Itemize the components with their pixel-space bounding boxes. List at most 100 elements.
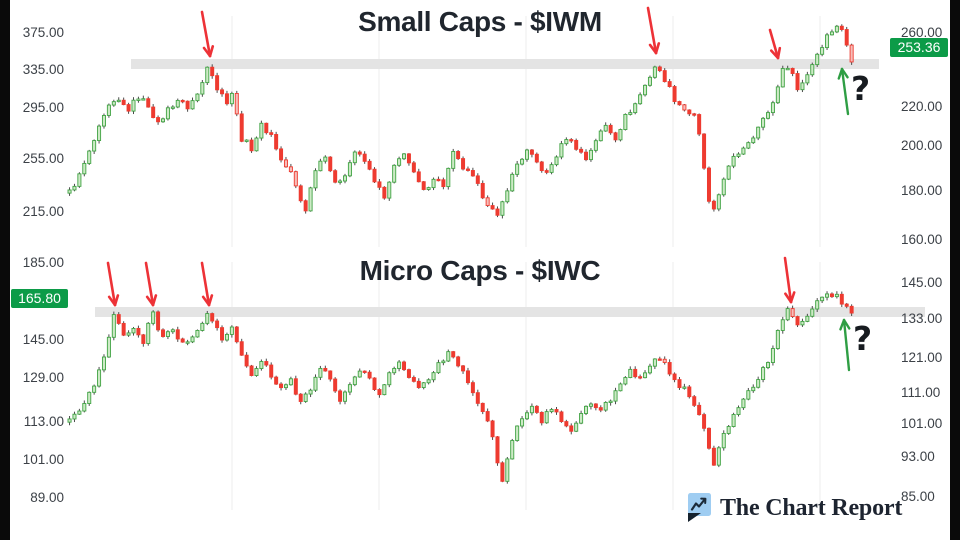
candle bbox=[343, 175, 348, 182]
candle bbox=[643, 84, 648, 96]
candle bbox=[229, 92, 234, 105]
candle bbox=[500, 462, 505, 482]
candle bbox=[451, 351, 456, 358]
candle bbox=[766, 362, 771, 369]
candle bbox=[800, 320, 805, 326]
candle bbox=[185, 341, 190, 344]
candle bbox=[721, 432, 726, 449]
candle bbox=[357, 151, 362, 155]
candle bbox=[485, 197, 490, 207]
candle bbox=[623, 113, 628, 130]
candle bbox=[170, 329, 175, 333]
candle bbox=[657, 66, 662, 72]
candle bbox=[288, 378, 293, 386]
candle bbox=[716, 194, 721, 210]
last-price-badge-iwc: 165.80 bbox=[11, 289, 68, 308]
candle bbox=[682, 386, 687, 389]
candle bbox=[352, 376, 357, 386]
candle bbox=[313, 376, 318, 391]
candle bbox=[800, 82, 805, 91]
candle bbox=[382, 384, 387, 396]
candle bbox=[67, 189, 72, 194]
candle bbox=[77, 173, 82, 187]
candle bbox=[101, 356, 106, 371]
candle bbox=[298, 393, 303, 402]
candle bbox=[667, 362, 672, 375]
candle bbox=[97, 125, 102, 142]
candle bbox=[441, 360, 446, 364]
candle bbox=[790, 67, 795, 74]
candle bbox=[706, 427, 711, 449]
candle bbox=[756, 379, 761, 388]
candle bbox=[465, 370, 470, 384]
candle bbox=[205, 66, 210, 84]
candle bbox=[667, 81, 672, 87]
candle bbox=[613, 390, 618, 402]
candle bbox=[574, 422, 579, 432]
candle bbox=[790, 308, 795, 318]
candle bbox=[726, 165, 731, 180]
candle bbox=[579, 413, 584, 424]
candle bbox=[338, 390, 343, 402]
candle bbox=[303, 200, 308, 212]
candle bbox=[829, 293, 834, 298]
candle bbox=[588, 403, 593, 407]
candle bbox=[480, 402, 485, 412]
candle bbox=[746, 142, 751, 149]
candle bbox=[92, 385, 97, 393]
candle bbox=[151, 106, 156, 118]
question-mark-annotation-iwm: ? bbox=[851, 69, 871, 108]
candle bbox=[697, 114, 702, 135]
resistance-band bbox=[95, 307, 925, 317]
candle bbox=[318, 367, 323, 378]
candle bbox=[785, 308, 790, 321]
candle bbox=[706, 167, 711, 202]
candle bbox=[849, 44, 854, 63]
candle bbox=[254, 137, 259, 152]
candle bbox=[598, 130, 603, 142]
candle bbox=[564, 139, 569, 145]
candle bbox=[662, 358, 667, 363]
candle bbox=[421, 181, 426, 190]
candle bbox=[534, 153, 539, 163]
candle bbox=[431, 178, 436, 189]
candle bbox=[780, 319, 785, 331]
candle bbox=[515, 163, 520, 175]
candle bbox=[677, 379, 682, 389]
candle bbox=[815, 53, 820, 66]
candle bbox=[456, 356, 461, 367]
candle bbox=[239, 341, 244, 356]
candle bbox=[485, 411, 490, 422]
candle bbox=[736, 407, 741, 415]
candle bbox=[416, 380, 421, 388]
candle bbox=[298, 185, 303, 202]
candle bbox=[416, 171, 421, 183]
candle bbox=[313, 170, 318, 189]
candle bbox=[515, 425, 520, 441]
right-letterbox-bar bbox=[950, 0, 960, 540]
candle bbox=[441, 179, 446, 188]
candle bbox=[87, 391, 92, 404]
candle bbox=[111, 314, 116, 338]
candle bbox=[775, 330, 780, 349]
candle bbox=[205, 313, 210, 324]
candle bbox=[141, 334, 146, 344]
candle bbox=[426, 379, 431, 384]
question-mark-annotation-iwc: ? bbox=[853, 319, 873, 358]
candle bbox=[274, 376, 279, 385]
candle bbox=[131, 99, 136, 112]
candle bbox=[426, 187, 431, 190]
candle bbox=[603, 124, 608, 132]
resistance-touch-arrow bbox=[646, 6, 661, 55]
candle bbox=[761, 367, 766, 381]
candle bbox=[180, 338, 185, 343]
candle bbox=[308, 187, 313, 212]
candle bbox=[146, 322, 151, 344]
candle bbox=[775, 86, 780, 104]
candle bbox=[849, 305, 854, 314]
candle bbox=[687, 109, 692, 115]
candle bbox=[406, 369, 411, 378]
candle bbox=[529, 405, 534, 414]
breakout-retest-arrow bbox=[839, 318, 851, 372]
